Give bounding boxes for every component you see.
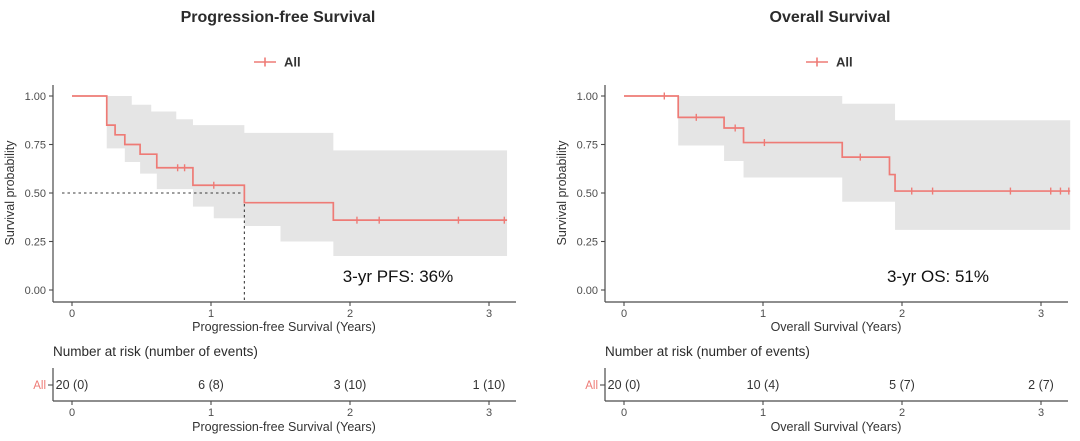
risk-x-tick-label: 3	[486, 407, 492, 419]
os-chart-panel: Overall Survival All Survival probabilit…	[555, 9, 1071, 434]
risk-value: 10 (4)	[747, 378, 780, 392]
risk-x-tick-label: 1	[760, 407, 766, 419]
risk-table-area: 20 (0) 6 (8) 3 (10) 1 (10) 0 1 2 3	[48, 368, 516, 419]
risk-x-tick-label: 2	[899, 407, 905, 419]
plot-area: 0.00 0.25 0.50 0.75 1.00 0 1 2 3	[577, 85, 1071, 320]
risk-x-tick-label: 0	[621, 407, 627, 419]
survival-curve	[624, 95, 1071, 192]
risk-x-tick-label: 2	[347, 407, 353, 419]
y-tick-label: 0.50	[577, 188, 598, 200]
y-tick-label: 0.25	[25, 237, 46, 249]
risk-table-header: Number at risk (number of events)	[605, 344, 810, 359]
legend: All	[254, 55, 301, 70]
x-tick-label: 1	[760, 308, 766, 320]
annotation-3yr-os: 3-yr OS: 51%	[887, 267, 989, 286]
y-axis-title: Survival probability	[3, 140, 17, 246]
y-tick-label: 0.50	[25, 188, 46, 200]
legend: All	[806, 55, 853, 70]
x-tick-label: 2	[899, 308, 905, 320]
y-tick-label: 1.00	[577, 91, 598, 103]
y-tick-label: 0.25	[577, 237, 598, 249]
risk-x-axis-title: Overall Survival (Years)	[771, 420, 902, 434]
x-tick-label: 0	[69, 308, 75, 320]
legend-label: All	[836, 55, 853, 70]
x-axis-title: Progression-free Survival (Years)	[192, 320, 376, 334]
survival-curve	[72, 95, 508, 222]
x-tick-label: 0	[621, 308, 627, 320]
os-chart-content: Overall Survival All Survival probabilit…	[555, 9, 1071, 434]
y-tick-label: 1.00	[25, 91, 46, 103]
risk-value: 2 (7)	[1028, 378, 1054, 392]
risk-value: 3 (10)	[334, 378, 367, 392]
y-tick-label: 0.00	[25, 285, 46, 297]
y-axis-title: Survival probability	[555, 140, 569, 246]
annotation-3yr-pfs: 3-yr PFS: 36%	[343, 267, 454, 286]
y-tick-label: 0.75	[25, 140, 46, 152]
risk-table-area: 20 (0) 10 (4) 5 (7) 2 (7) 0 1 2 3	[600, 368, 1068, 419]
risk-row-label: All	[585, 380, 598, 392]
risk-row-label: All	[33, 380, 46, 392]
x-tick-label: 3	[1038, 308, 1044, 320]
legend-label: All	[284, 55, 301, 70]
risk-x-tick-label: 0	[69, 407, 75, 419]
risk-value: 5 (7)	[889, 378, 915, 392]
risk-value: 20 (0)	[608, 378, 641, 392]
risk-x-tick-label: 3	[1038, 407, 1044, 419]
plot-area: 0.00 0.25 0.50 0.75 1.00 0 1 2 3	[25, 85, 516, 320]
y-tick-label: 0.75	[577, 140, 598, 152]
risk-x-axis-title: Progression-free Survival (Years)	[192, 420, 376, 434]
pfs-chart-panel: Progression-free Survival All Survival p…	[3, 9, 516, 434]
x-tick-label: 2	[347, 308, 353, 320]
chart-title: Progression-free Survival	[181, 9, 376, 26]
risk-value: 20 (0)	[56, 378, 89, 392]
x-tick-label: 1	[208, 308, 214, 320]
x-tick-label: 3	[486, 308, 492, 320]
confidence-band	[678, 96, 1071, 230]
y-tick-label: 0.00	[577, 285, 598, 297]
risk-value: 1 (10)	[473, 378, 506, 392]
pfs-chart-content: Progression-free Survival All Survival p…	[3, 9, 516, 434]
risk-table-header: Number at risk (number of events)	[53, 344, 258, 359]
x-axis-title: Overall Survival (Years)	[771, 320, 902, 334]
chart-title: Overall Survival	[770, 9, 891, 26]
confidence-band	[106, 96, 508, 257]
risk-value: 6 (8)	[198, 378, 224, 392]
risk-x-tick-label: 1	[208, 407, 214, 419]
